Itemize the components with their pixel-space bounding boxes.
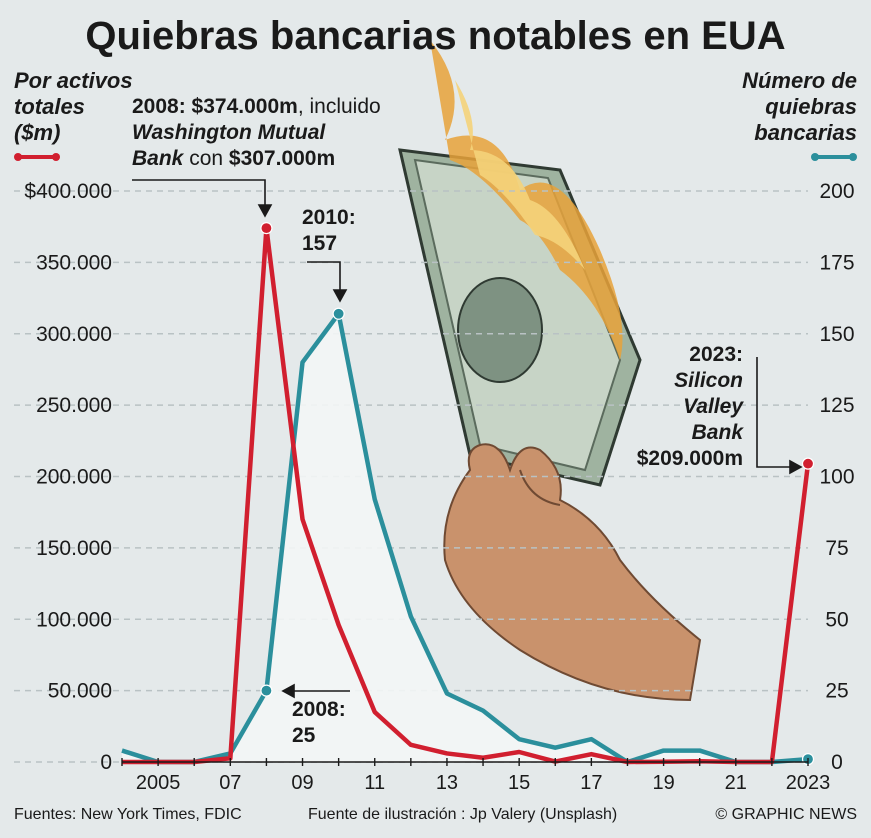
data-point-marker [260, 222, 273, 235]
x-tick-label: 13 [436, 772, 458, 794]
y-right-tick-label: 125 [819, 394, 854, 417]
footer-credit: © GRAPHIC NEWS [715, 806, 857, 823]
annotation-text: Valley [683, 395, 743, 418]
y-right-tick-label: 25 [825, 680, 848, 703]
y-right-tick-label: 150 [819, 323, 854, 346]
footer-sources: Fuentes: New York Times, FDIC [14, 806, 242, 823]
right-axis-legend-swatch [811, 153, 857, 161]
y-right-tick-label: 175 [819, 251, 854, 274]
chart-title: Quiebras bancarias notables en EUA [85, 14, 786, 58]
y-right-tick-label: 0 [831, 751, 843, 774]
x-tick-label: 07 [219, 772, 241, 794]
left-axis-title-line: totales [14, 94, 85, 119]
annotation-text: 157 [302, 232, 338, 255]
annotation-text: , incluido [297, 95, 381, 118]
y-left-tick-label: 300.000 [36, 323, 112, 346]
data-point-marker [332, 307, 345, 320]
y-left-tick-label: 150.000 [36, 537, 112, 560]
x-tick-label: 2005 [136, 772, 181, 794]
right-axis-title-line: bancarias [754, 120, 857, 145]
footer-illustration-credit: Fuente de ilustración : Jp Valery (Unspl… [308, 806, 618, 823]
series-line [121, 311, 809, 765]
y-left-tick-label: 200.000 [36, 466, 112, 489]
left-axis-title-line: Por activos [14, 68, 133, 93]
annotation-text: 2008: [292, 698, 346, 721]
annotation-text: Bank [132, 147, 184, 170]
annotation-text: 2023: [689, 343, 743, 366]
right-axis-title-line: quiebras [765, 94, 857, 119]
data-point-marker [260, 684, 273, 697]
left-axis-legend-swatch [14, 153, 60, 161]
annotation-text: Washington Mutual [132, 121, 326, 144]
annotation-text: 2010: [302, 206, 356, 229]
annotation-svb: 2023: Silicon Valley Bank $209.000m [637, 342, 743, 472]
y-left-tick-label: 0 [100, 751, 112, 774]
annotation-text: 2008: $374.000m [132, 95, 298, 118]
y-left-tick-label: $400.000 [24, 180, 112, 203]
annotation-text: Silicon [674, 369, 743, 392]
annotation-peak-count: 2010: 157 [302, 205, 356, 257]
series-area-fill [122, 313, 808, 762]
x-tick-label: 19 [652, 772, 674, 794]
x-tick-label: 2023 [786, 772, 831, 794]
annotation-text: 25 [292, 724, 316, 747]
x-tick-label: 11 [364, 772, 385, 794]
annotation-peak-assets: 2008: $374.000m, incluido Washington Mut… [132, 94, 432, 172]
annotation-text: con [183, 147, 229, 170]
burning-money-illustration [398, 40, 702, 702]
left-axis-title-line: ($m) [14, 120, 61, 145]
annotation-count-2008: 2008: 25 [292, 697, 346, 749]
y-right-tick-label: 50 [825, 608, 848, 631]
y-right-tick-label: 200 [819, 180, 854, 203]
y-right-tick-label: 100 [819, 466, 854, 489]
x-tick-label: 15 [508, 772, 530, 794]
data-point-marker [801, 457, 815, 470]
right-axis-title: Número de quiebras bancarias [697, 68, 857, 164]
y-left-tick-label: 350.000 [36, 251, 112, 274]
x-tick-label: 17 [580, 772, 602, 794]
y-left-tick-label: 100.000 [36, 608, 112, 631]
annotation-text: Bank [691, 421, 743, 444]
left-axis-title: Por activos totales ($m) [14, 68, 184, 164]
x-tick-label: 21 [725, 772, 747, 794]
y-right-tick-label: 75 [825, 537, 848, 560]
x-tick-label: 09 [291, 772, 313, 794]
y-left-tick-label: 50.000 [48, 680, 112, 703]
y-left-tick-label: 250.000 [36, 394, 112, 417]
annotation-arrows [132, 179, 803, 699]
right-axis-title-line: Número de [742, 68, 857, 93]
annotation-text: $307.000m [228, 147, 336, 170]
annotation-text: $209.000m [636, 447, 743, 470]
